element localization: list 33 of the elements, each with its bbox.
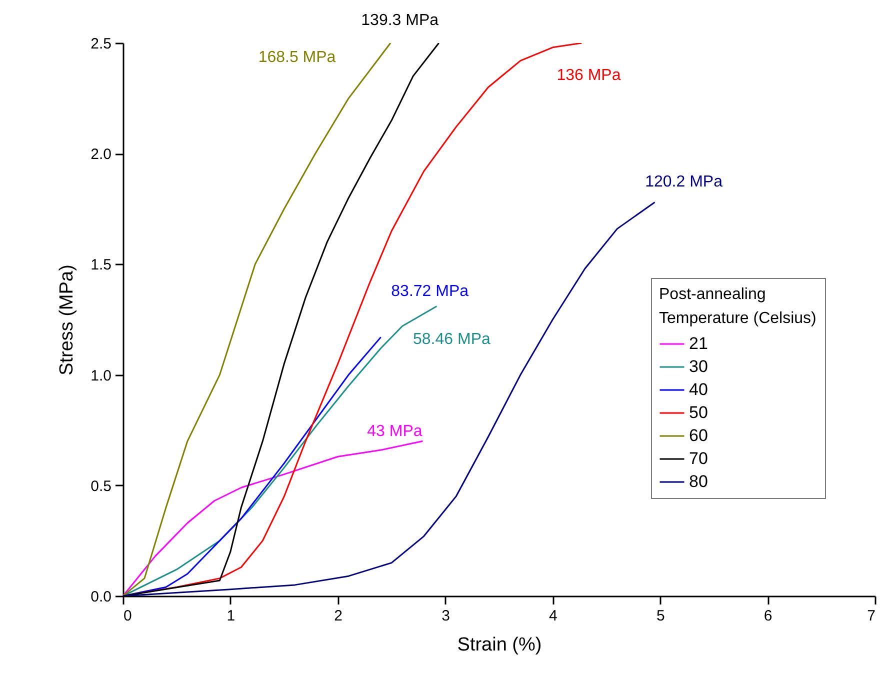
y-tick-label: 2.0 [90,146,112,164]
y-axis-title: Stress (MPa) [56,264,78,376]
y-tick-label: 1.0 [90,367,112,384]
annotation: 168.5 MPa [258,49,336,66]
legend-label: 21 [689,334,708,353]
legend-label: 50 [689,403,708,422]
annotation: 83.72 MPa [391,283,469,300]
x-tick-label: 1 [226,608,236,624]
x-tick-label: 7 [867,608,876,624]
x-tick-label: 3 [442,608,450,624]
x-axis-title: Strain (%) [457,634,542,656]
annotation: 139.3 MPa [361,12,439,29]
legend-title: Post-annealing Temperature (Celsius) [659,286,816,327]
legend-label: 30 [689,357,708,376]
annotation: 43 MPa [367,423,422,440]
legend-label: 80 [689,472,708,491]
annotation: 136 MPa [556,67,621,84]
legend-label: 60 [689,426,708,445]
x-tick-label: 2 [334,608,343,624]
annotation: 58.46 MPa [412,331,490,348]
x-tick-label: 5 [656,608,665,624]
line-series [123,202,656,596]
y-tick-label: 0.0 [90,588,112,606]
legend-label: 40 [689,380,708,399]
y-tick-label: 0.5 [90,478,112,495]
line-series [123,440,424,596]
annotation: 120.2 MPa [645,173,723,190]
y-tick-label: 2.5 [90,36,112,52]
x-tick-label: 6 [764,608,772,624]
x-tick-label: 4 [549,608,558,624]
y-tick-label: 1.5 [90,256,112,274]
legend-label: 70 [689,449,708,468]
x-tick-label: 0 [124,608,132,624]
